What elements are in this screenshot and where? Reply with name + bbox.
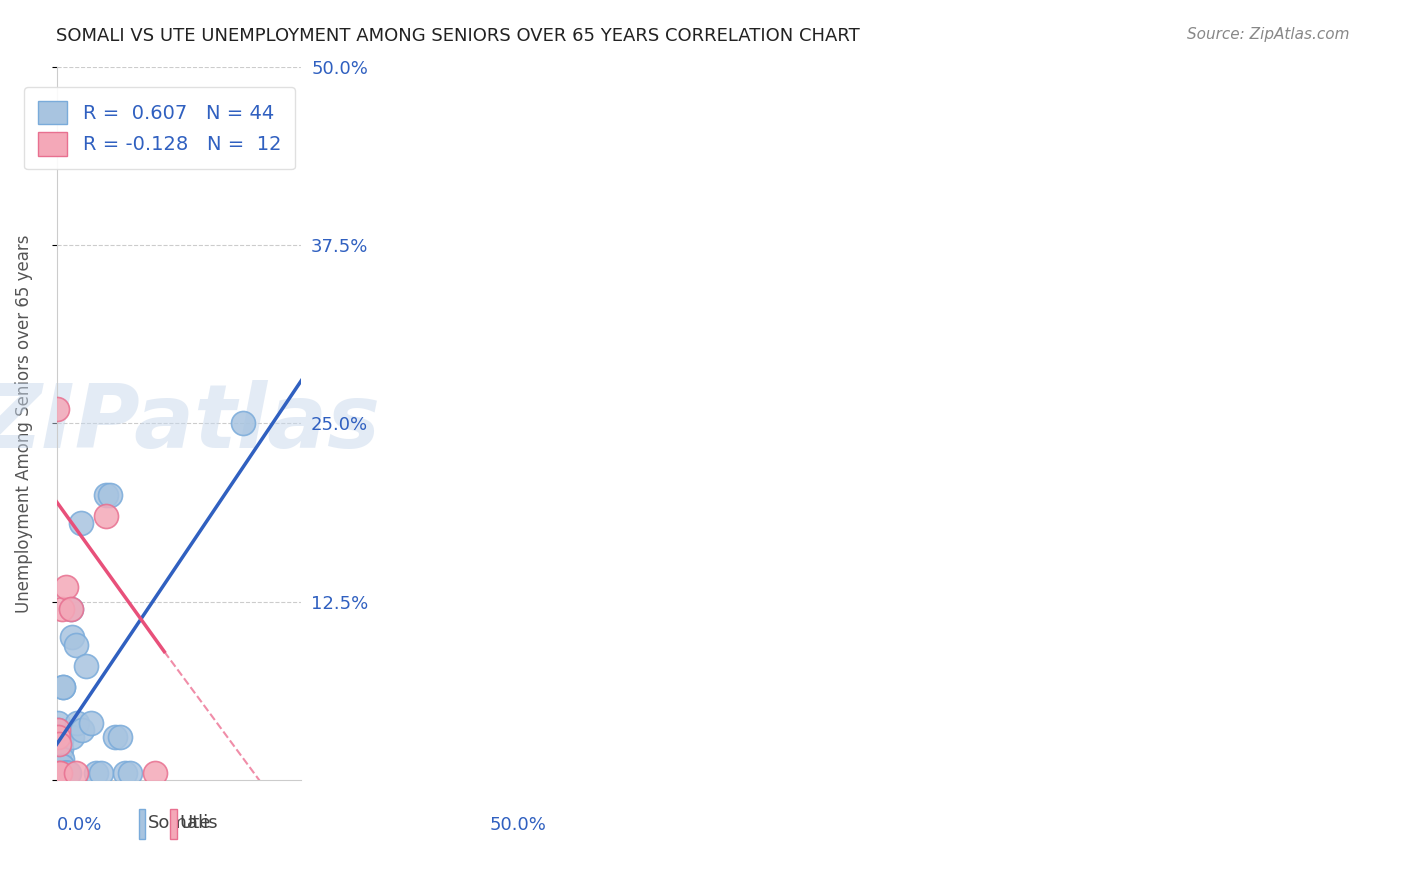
Point — [94, 509, 117, 524]
Point — [53, 766, 76, 780]
Point — [65, 766, 87, 780]
Point — [94, 488, 117, 502]
Point — [90, 766, 112, 780]
Point — [56, 766, 79, 780]
Point — [48, 738, 70, 752]
Point — [46, 716, 69, 731]
Point — [60, 602, 83, 616]
Y-axis label: Unemployment Among Seniors over 65 years: Unemployment Among Seniors over 65 years — [15, 234, 32, 613]
Point — [118, 766, 141, 780]
Point — [49, 741, 72, 756]
Point — [58, 766, 80, 780]
Point — [65, 638, 87, 652]
Point — [48, 731, 70, 745]
Point — [46, 773, 69, 788]
Point — [48, 766, 70, 780]
Point — [60, 631, 83, 645]
Point — [49, 731, 72, 745]
Text: 0.0%: 0.0% — [56, 815, 103, 834]
Point — [53, 766, 76, 780]
Point — [51, 752, 73, 766]
Point — [46, 731, 69, 745]
Text: ZIPatlas: ZIPatlas — [0, 380, 381, 467]
Point — [46, 402, 69, 417]
Point — [66, 716, 89, 731]
Point — [48, 745, 70, 759]
Point — [84, 766, 107, 780]
Point — [51, 602, 73, 616]
Text: 50.0%: 50.0% — [489, 815, 546, 834]
Point — [114, 766, 136, 780]
Point — [55, 766, 77, 780]
Text: Source: ZipAtlas.com: Source: ZipAtlas.com — [1187, 27, 1350, 42]
Point — [46, 731, 69, 745]
Text: Somalis: Somalis — [148, 814, 218, 832]
Point — [48, 738, 70, 752]
Point — [80, 716, 103, 731]
Point — [56, 766, 79, 780]
Point — [143, 766, 166, 780]
Point — [52, 681, 75, 695]
Point — [70, 516, 93, 531]
Point — [51, 759, 73, 773]
Point — [52, 766, 75, 780]
Point — [55, 581, 77, 595]
Point — [46, 723, 69, 738]
Point — [52, 681, 75, 695]
Point — [75, 659, 97, 673]
Text: SOMALI VS UTE UNEMPLOYMENT AMONG SENIORS OVER 65 YEARS CORRELATION CHART: SOMALI VS UTE UNEMPLOYMENT AMONG SENIORS… — [56, 27, 860, 45]
Text: Ute: Ute — [180, 814, 211, 832]
Point — [104, 731, 127, 745]
Point — [55, 766, 77, 780]
Bar — [139, 808, 145, 838]
Point — [46, 723, 69, 738]
Point — [60, 602, 83, 616]
Point — [100, 488, 122, 502]
Point — [49, 733, 72, 747]
Point — [55, 766, 77, 780]
Point — [58, 766, 80, 780]
Point — [60, 731, 83, 745]
Bar — [170, 808, 177, 838]
Point — [70, 723, 93, 738]
Point — [232, 417, 254, 431]
Legend: R =  0.607   N = 44, R = -0.128   N =  12: R = 0.607 N = 44, R = -0.128 N = 12 — [24, 87, 295, 169]
Point — [56, 766, 79, 780]
Point — [110, 731, 132, 745]
Point — [48, 766, 70, 780]
Point — [51, 759, 73, 773]
